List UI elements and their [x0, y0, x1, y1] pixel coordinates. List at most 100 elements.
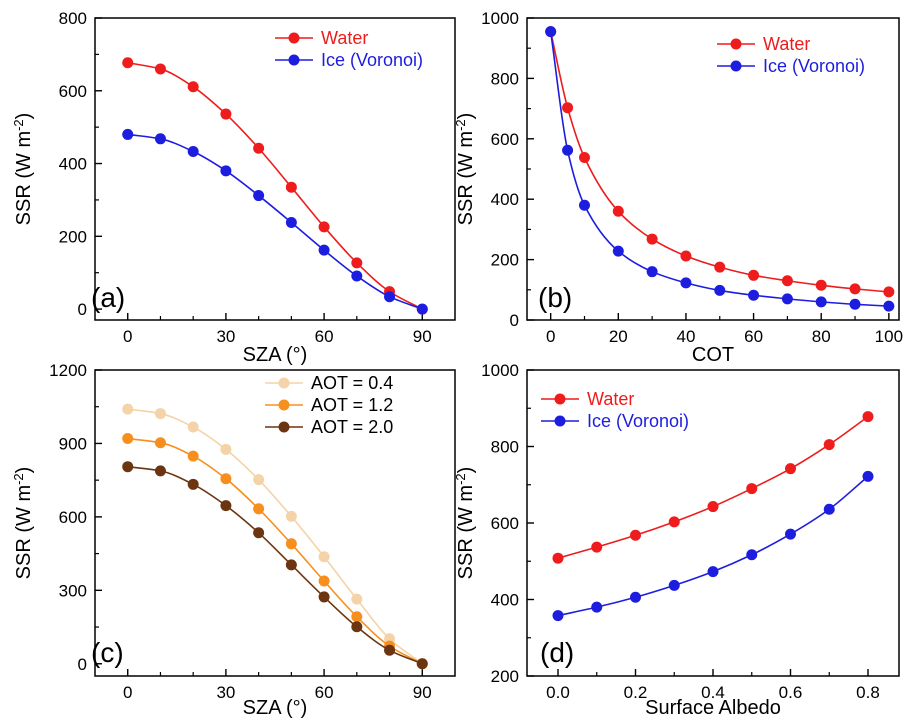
data-point — [562, 144, 574, 156]
legend-label: Ice (Voronoi) — [321, 50, 423, 70]
plot-frame — [94, 369, 456, 677]
data-point — [351, 621, 363, 633]
y-axis-title-end: ) — [455, 467, 477, 474]
y-tick-label: 0 — [78, 300, 87, 319]
data-point — [122, 57, 134, 69]
y-tick-label: 600 — [491, 514, 519, 533]
y-tick-label: 400 — [59, 155, 87, 174]
x-tick-label: 90 — [413, 327, 432, 346]
y-axis-title-sup: -2 — [453, 119, 468, 131]
data-point — [187, 81, 199, 93]
data-point — [318, 221, 330, 233]
x-tick-label: 90 — [413, 683, 432, 702]
y-axis-title-main: SSR (W m — [455, 485, 477, 579]
data-point — [351, 257, 363, 269]
data-point — [285, 216, 297, 228]
y-axis-title: SSR (W m-2) — [453, 113, 478, 226]
data-point — [318, 244, 330, 256]
data-point — [680, 277, 692, 289]
legend-label: AOT = 1.2 — [311, 395, 393, 415]
x-tick-label: 40 — [676, 327, 695, 346]
x-axis-title: SZA (°) — [243, 697, 308, 719]
data-point — [253, 142, 265, 154]
legend-marker — [288, 54, 300, 66]
legend-marker — [278, 377, 290, 389]
y-axis-title: SSR (W m-2) — [11, 113, 36, 226]
y-tick-label: 0 — [510, 311, 519, 330]
data-point — [253, 503, 265, 515]
y-tick-label: 800 — [59, 9, 87, 28]
legend-label: Ice (Voronoi) — [763, 56, 865, 76]
data-point — [187, 146, 199, 158]
data-point — [823, 439, 835, 451]
data-point — [220, 473, 232, 485]
legend-marker — [554, 393, 566, 405]
data-point — [285, 559, 297, 571]
y-axis-title-main: SSR (W m — [13, 131, 35, 225]
y-axis-title-sup: -2 — [11, 119, 26, 131]
data-point — [849, 283, 861, 295]
data-point — [285, 538, 297, 550]
y-axis-title-sup: -2 — [11, 473, 26, 485]
data-point — [781, 275, 793, 287]
data-point — [680, 250, 692, 262]
series-line — [127, 133, 423, 310]
data-point — [552, 552, 564, 564]
data-point — [552, 610, 564, 622]
data-point — [862, 411, 874, 423]
data-point — [122, 461, 134, 473]
data-point — [823, 503, 835, 515]
x-axis-title: SZA (°) — [243, 344, 308, 366]
data-point — [849, 298, 861, 310]
y-tick-label: 300 — [59, 581, 87, 600]
x-tick-label: 80 — [812, 327, 831, 346]
panel-label: (a) — [91, 282, 125, 313]
data-point — [883, 300, 895, 312]
data-point — [154, 133, 166, 145]
data-point — [285, 181, 297, 193]
chart-panel-a: 0 30 60 90 0 200 400 600 800 SZA (°) SSR (W m-2) Wa… — [11, 9, 456, 366]
x-tick-label: 0.8 — [856, 683, 880, 702]
data-point — [630, 529, 641, 541]
chart-panel-d: 0.0 0.2 0.4 0.6 0.8 200 400 600 800 1000 Surface A… — [453, 361, 900, 719]
data-point — [748, 269, 760, 281]
data-point — [220, 443, 232, 455]
data-point — [612, 205, 624, 217]
x-tick-label: 60 — [315, 327, 334, 346]
data-point — [154, 408, 166, 420]
y-tick-label: 1000 — [481, 9, 519, 28]
y-axis-title-end: ) — [13, 113, 35, 120]
legend-label: Water — [587, 389, 634, 409]
data-point — [746, 483, 758, 495]
y-tick-label: 600 — [59, 508, 87, 527]
legend-label: AOT = 0.4 — [311, 373, 393, 393]
x-tick-label: 0 — [546, 327, 555, 346]
x-tick-label: 0.4 — [701, 683, 725, 702]
data-point — [351, 611, 363, 623]
x-tick-label: 0.0 — [546, 683, 570, 702]
data-point — [785, 463, 796, 475]
data-point — [318, 591, 330, 603]
data-point — [748, 289, 760, 301]
data-point — [668, 516, 680, 528]
legend-marker — [278, 399, 290, 411]
panel-label: (d) — [540, 637, 574, 668]
series-line — [127, 437, 423, 665]
y-tick-label: 200 — [59, 227, 87, 246]
data-point — [187, 450, 199, 462]
legend-label: Water — [321, 28, 368, 48]
data-point — [591, 601, 603, 613]
legend-label: Ice (Voronoi) — [587, 411, 689, 431]
data-point — [187, 421, 199, 433]
x-axis-title: COT — [692, 344, 734, 366]
data-point — [154, 63, 166, 75]
y-axis-title-end: ) — [13, 467, 35, 474]
y-tick-label: 600 — [491, 130, 519, 149]
data-point — [707, 566, 719, 578]
data-point — [154, 437, 166, 449]
y-tick-label: 200 — [491, 667, 519, 686]
x-tick-label: 0 — [123, 683, 132, 702]
